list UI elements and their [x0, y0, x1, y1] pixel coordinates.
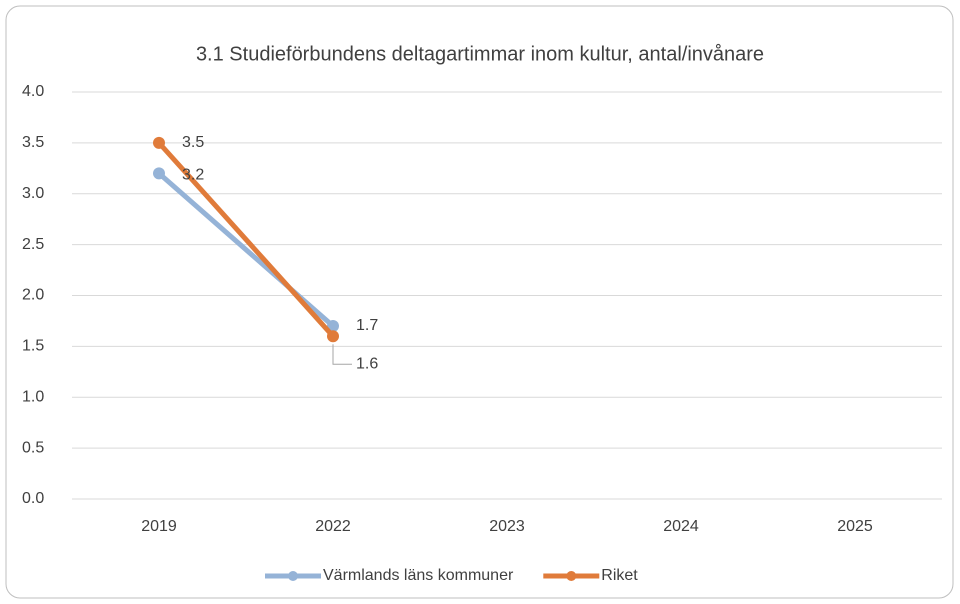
legend-marker: [288, 571, 298, 581]
x-tick-label: 2024: [663, 518, 699, 535]
y-tick-label: 0.5: [22, 439, 44, 456]
legend-marker: [566, 571, 577, 581]
y-tick-label: 1.0: [22, 388, 44, 405]
x-tick-label: 2023: [489, 518, 525, 535]
y-tick-label: 4.0: [22, 83, 44, 100]
data-point: [327, 320, 339, 333]
data-point: [153, 136, 165, 149]
y-tick-label: 3.5: [22, 134, 44, 151]
x-tick-label: 2019: [141, 518, 177, 535]
data-point: [327, 330, 339, 343]
y-tick-label: 1.5: [22, 338, 44, 355]
y-tick-label: 3.0: [22, 185, 44, 202]
leader-line: [332, 344, 352, 365]
data-point: [153, 167, 165, 180]
x-tick-label: 2025: [837, 518, 873, 535]
legend-label: Värmlands läns kommuner: [323, 567, 514, 584]
chart-frame: [5, 5, 954, 599]
data-label: 1.6: [356, 355, 378, 372]
y-tick-label: 2.5: [22, 236, 44, 253]
series-line: [157, 141, 335, 338]
data-label: 3.5: [182, 134, 204, 151]
x-tick-label: 2022: [315, 518, 351, 535]
chart-title: 3.1 Studieförbundens deltagartimmar inom…: [196, 43, 764, 65]
legend-label: Riket: [601, 567, 638, 584]
data-label: 3.2: [182, 167, 204, 184]
y-tick-label: 0.0: [22, 490, 44, 507]
y-tick-label: 2.0: [22, 287, 44, 304]
data-label: 1.7: [356, 317, 378, 334]
